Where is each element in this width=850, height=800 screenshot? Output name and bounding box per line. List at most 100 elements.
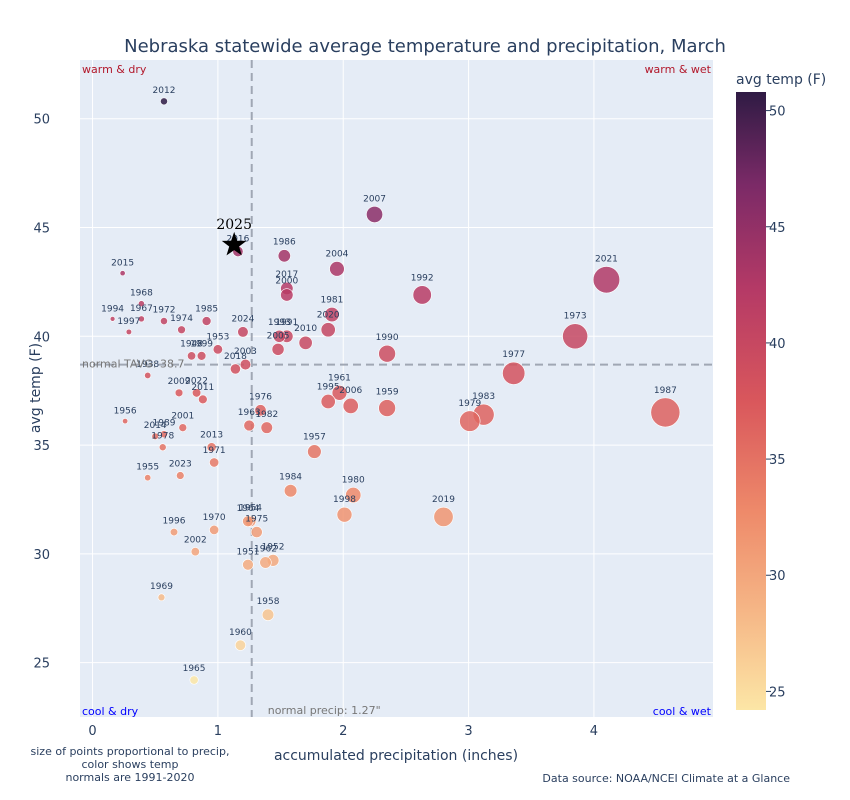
point-label-2023: 2023 [169, 460, 192, 470]
point-1975 [250, 526, 263, 538]
point-label-1980: 1980 [342, 475, 365, 485]
point-label-1954: 1954 [239, 504, 262, 514]
point-label-1985: 1985 [195, 305, 218, 315]
point-label-1963: 1963 [238, 408, 261, 418]
point-label-1974: 1974 [170, 314, 193, 324]
point-1971 [209, 457, 220, 468]
point-label-2010: 2010 [294, 324, 317, 334]
point-1948 [187, 351, 197, 361]
y-tick-label: 25 [33, 657, 50, 672]
point-1994 [109, 316, 116, 322]
point-label-2002: 2002 [184, 535, 207, 545]
point-label-1961: 1961 [328, 373, 351, 383]
point-label-1971: 1971 [203, 446, 226, 456]
colorbar-tick-label: 45 [769, 221, 786, 236]
point-label-1994: 1994 [101, 304, 124, 314]
x-axis-label: accumulated precipitation (inches) [274, 748, 518, 764]
point-2024 [237, 326, 249, 338]
point-label-2017: 2017 [275, 270, 298, 280]
point-1981 [324, 306, 340, 323]
point-label-2014: 2014 [144, 421, 167, 431]
y-tick-label: 30 [33, 548, 50, 563]
point-label-2011: 2011 [191, 383, 214, 393]
x-axis-ticks: 0 1 2 3 4 [88, 724, 598, 739]
x-tick-label: 4 [590, 724, 598, 739]
point-1965 [189, 675, 199, 685]
gridlines [80, 60, 713, 717]
point-1986 [277, 249, 291, 263]
point-label-1960: 1960 [229, 628, 252, 638]
point-2021 [592, 266, 621, 294]
point-label-1978: 1978 [151, 432, 174, 442]
x-tick-label: 3 [464, 724, 472, 739]
point-1989 [160, 430, 168, 439]
point-2004 [329, 261, 345, 277]
point-1973 [562, 323, 589, 350]
point-label-1967: 1967 [130, 304, 153, 314]
point-1960 [234, 639, 246, 651]
point-1977 [502, 361, 526, 385]
point-label-1979: 1979 [458, 399, 481, 409]
quadrant-top-right: warm & wet [645, 63, 712, 76]
point-label-2024: 2024 [231, 315, 254, 325]
point-2014 [151, 432, 159, 441]
star-icon [221, 231, 247, 256]
point-label-1948: 1948 [180, 340, 203, 350]
footnote-line-1: size of points proportional to precip, [31, 745, 230, 758]
point-1957 [307, 444, 322, 459]
point-1968 [138, 300, 145, 308]
point-label-2022: 2022 [185, 377, 208, 387]
point-1938 [144, 371, 152, 379]
point-label-1999: 1999 [190, 339, 213, 349]
point-label-1993: 1993 [268, 318, 291, 328]
point-label-1987: 1987 [654, 386, 677, 396]
point-label-1997: 1997 [117, 317, 140, 327]
point-1955 [144, 474, 152, 482]
colorbar-tick-label: 30 [769, 569, 786, 584]
x-tick-label: 1 [214, 724, 222, 739]
point-2013 [206, 442, 217, 453]
point-2019 [433, 506, 454, 527]
colorbar-tick-label: 35 [769, 453, 786, 468]
y-tick-label: 35 [33, 439, 50, 454]
point-1961 [331, 385, 348, 401]
point-label-1996: 1996 [163, 516, 186, 526]
point-1976 [254, 404, 267, 417]
colorbar-tick-label: 50 [769, 105, 786, 120]
point-1964 [242, 515, 254, 527]
point-label-1964: 1964 [237, 504, 260, 514]
point-1959 [378, 399, 396, 417]
point-2015 [119, 270, 126, 277]
point-1996 [169, 527, 179, 537]
x-tick-label: 0 [88, 724, 96, 739]
point-label-1998: 1998 [333, 495, 356, 505]
data-source: Data source: NOAA/NCEI Climate at a Glan… [542, 772, 790, 785]
point-label-1962: 1962 [254, 545, 277, 555]
y-tick-label: 45 [33, 222, 50, 237]
point-1997 [125, 328, 132, 336]
point-1992 [412, 285, 432, 305]
point-label-1992: 1992 [411, 274, 434, 284]
point-label-1973: 1973 [564, 312, 587, 322]
point-label-1995: 1995 [317, 382, 340, 392]
point-1995 [320, 394, 336, 410]
point-2018 [229, 363, 241, 375]
y-axis-ticks: 25 30 35 40 45 50 [33, 113, 50, 672]
point-label-1976: 1976 [249, 393, 272, 403]
point-label-2020: 2020 [317, 311, 340, 321]
point-label-2003: 2003 [234, 347, 257, 357]
point-label-2019: 2019 [432, 495, 455, 505]
y-axis-label: avg temp (F) [28, 343, 44, 433]
point-label-1981: 1981 [320, 295, 343, 305]
quadrant-bottom-right: cool & wet [653, 705, 712, 718]
plot-area [80, 60, 713, 717]
point-2002 [190, 547, 200, 557]
point-2000 [280, 288, 294, 302]
colorbar-tick-label: 25 [769, 685, 786, 700]
point-2012 [160, 97, 168, 106]
point-2011 [198, 394, 208, 405]
point-label-2006: 2006 [339, 386, 362, 396]
point-1967 [138, 315, 145, 323]
